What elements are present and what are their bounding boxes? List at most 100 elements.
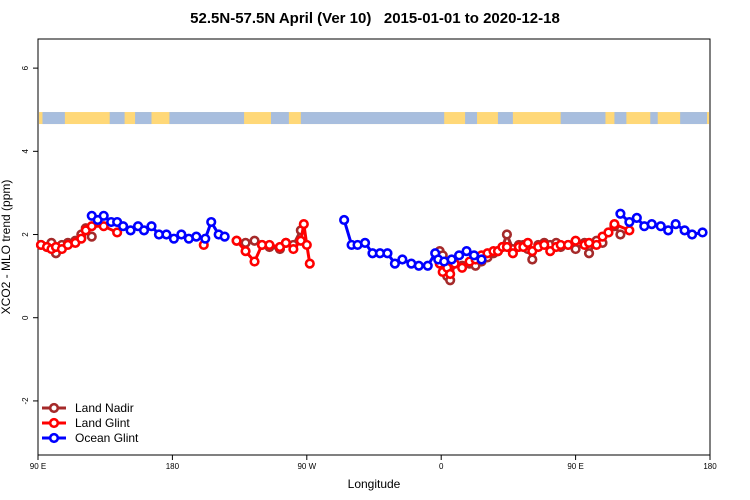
ocean-band-segment	[300, 112, 445, 125]
x-tick-label: 90 E	[30, 462, 46, 471]
data-point	[461, 246, 472, 257]
data-point	[200, 233, 211, 244]
data-point	[191, 231, 202, 242]
legend-label: Ocean Glint	[75, 431, 139, 445]
data-point	[686, 229, 698, 240]
data-point	[264, 239, 275, 251]
data-point	[670, 219, 681, 230]
ocean-band-segment	[465, 112, 478, 125]
data-point	[301, 239, 312, 251]
data-point	[112, 227, 123, 238]
y-tick-label: 6	[21, 65, 30, 70]
data-point	[454, 250, 465, 261]
land-sea-band	[39, 112, 709, 125]
data-point	[679, 225, 690, 236]
data-point	[609, 219, 620, 230]
data-point	[591, 239, 602, 251]
ocean-band-segment	[135, 112, 152, 125]
plot-frame	[37, 38, 711, 456]
data-point	[522, 237, 533, 248]
ocean-band-segment	[169, 112, 245, 125]
data-point	[138, 225, 150, 236]
x-tick-label: 180	[166, 462, 180, 471]
legend-label: Land Nadir	[75, 401, 134, 415]
data-point	[146, 221, 157, 232]
ocean-band-segment	[270, 112, 289, 125]
data-point	[446, 254, 457, 265]
y-tick-label: -2	[21, 397, 30, 405]
x-axis-label: Longitude	[348, 477, 401, 491]
series-layer	[35, 208, 708, 286]
x-tick-label: 180	[703, 462, 717, 471]
ocean-band-segment	[614, 112, 627, 125]
data-point	[118, 221, 129, 232]
y-tick-label: 4	[21, 149, 30, 154]
data-point	[646, 219, 657, 230]
data-point	[249, 235, 260, 246]
y-tick-label: 2	[21, 232, 30, 237]
data-point	[527, 254, 538, 265]
data-point	[539, 239, 550, 251]
data-point	[76, 233, 87, 244]
data-point	[583, 248, 595, 259]
data-point	[507, 248, 518, 259]
data-point	[304, 258, 315, 269]
data-point	[476, 254, 487, 265]
data-point	[161, 229, 172, 240]
ocean-band-segment	[42, 112, 65, 125]
data-point	[397, 254, 408, 265]
data-point	[615, 229, 626, 240]
data-point	[697, 227, 708, 238]
data-point	[125, 225, 136, 236]
data-point	[168, 233, 179, 244]
data-point	[339, 214, 350, 226]
data-point	[240, 246, 251, 257]
data-point	[413, 260, 424, 271]
x-tick-label: 90 E	[567, 462, 583, 471]
data-point	[615, 208, 626, 219]
data-point	[231, 235, 242, 246]
y-tick-label: 0	[21, 315, 30, 320]
x-tick-label: 90 W	[297, 462, 316, 471]
data-point	[563, 239, 574, 251]
legend-marker	[48, 402, 60, 414]
data-point	[86, 221, 97, 232]
x-tick-label: 0	[439, 462, 444, 471]
data-point	[631, 212, 642, 223]
data-point	[359, 237, 371, 248]
data-point	[570, 235, 581, 246]
ocean-band-segment	[109, 112, 125, 125]
y-axis-label: XCO2 - MLO trend (ppm)	[0, 180, 13, 315]
data-point	[298, 219, 309, 230]
chart-title: 52.5N-57.5N April (Ver 10) 2015-01-01 to…	[190, 10, 560, 27]
data-point	[249, 256, 260, 267]
data-point	[98, 210, 109, 221]
data-point	[501, 229, 513, 240]
series-ocean-glint	[86, 208, 708, 271]
data-point	[98, 221, 109, 232]
data-point	[655, 221, 666, 232]
data-point	[240, 237, 251, 248]
legend-label: Land Glint	[75, 416, 130, 430]
data-point	[501, 241, 513, 253]
data-point	[288, 243, 299, 255]
data-point	[663, 225, 674, 236]
data-point	[176, 229, 187, 240]
data-point	[624, 225, 635, 236]
data-point	[445, 268, 456, 280]
data-point	[457, 262, 468, 273]
axes: 90 E 180 90 W 0 90 E 180 -2 0 2 4 6	[21, 65, 717, 471]
ocean-band-segment	[680, 112, 708, 125]
data-point	[468, 250, 480, 261]
data-point	[624, 216, 635, 228]
legend-marker	[48, 432, 60, 444]
data-point	[206, 216, 217, 228]
series-land-glint	[35, 219, 635, 280]
data-point	[422, 260, 433, 271]
data-point	[219, 231, 230, 242]
ocean-band-segment	[650, 112, 658, 125]
data-point	[382, 248, 393, 259]
data-point	[389, 258, 401, 269]
